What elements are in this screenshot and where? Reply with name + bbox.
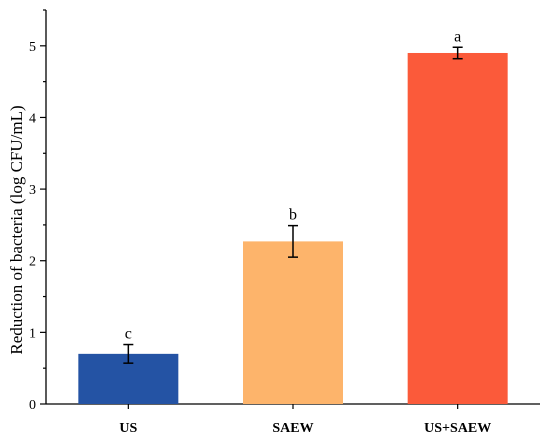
chart-labels: c US b SAEW a US+SAEW	[119, 28, 491, 436]
x-tick-label: US+SAEW	[424, 421, 491, 436]
y-tick-label: 1	[29, 326, 36, 341]
bar	[407, 52, 508, 405]
y-axis-title: Reduction of bacteria (log CFU/mL)	[7, 105, 26, 354]
y-tick-label: 5	[29, 40, 36, 55]
significance-label: c	[125, 326, 132, 343]
y-tick-label: 0	[29, 398, 36, 413]
chart-error-bars	[123, 46, 463, 364]
y-tick-label: 3	[29, 183, 36, 198]
significance-label: b	[289, 207, 297, 224]
significance-label: a	[454, 28, 461, 45]
bar	[243, 241, 343, 404]
x-tick-label: SAEW	[272, 421, 313, 436]
y-tick-label: 4	[29, 111, 36, 126]
chart-bars	[78, 52, 508, 405]
y-tick-label: 2	[29, 255, 36, 270]
x-tick-label: US	[119, 421, 137, 436]
